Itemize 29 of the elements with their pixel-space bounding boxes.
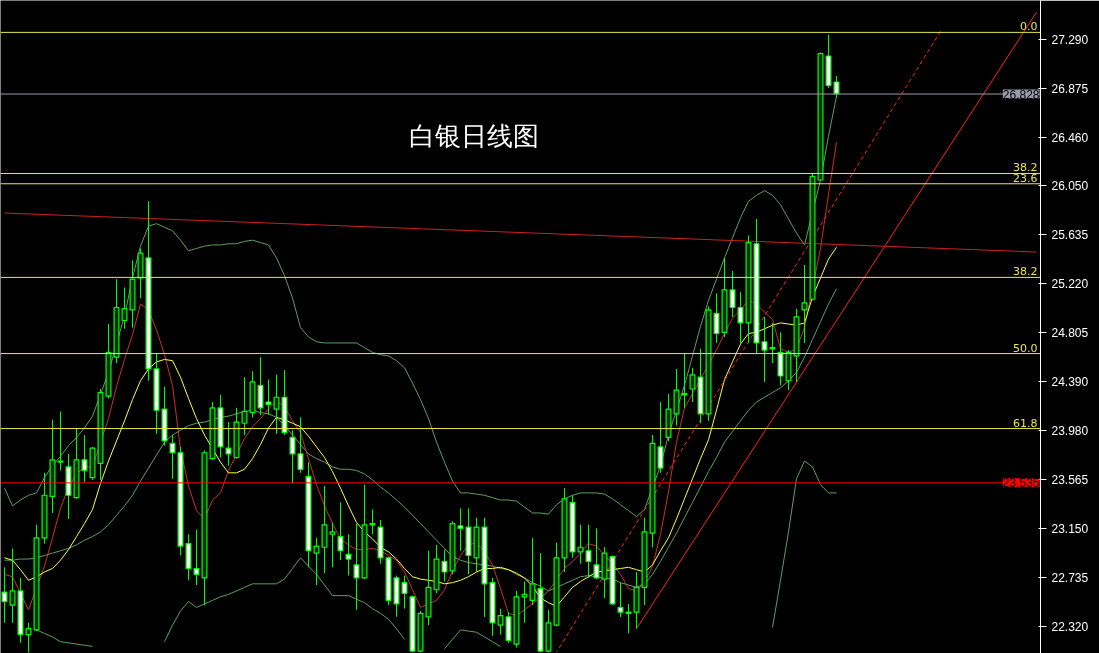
annotation: 0.0 [1020, 20, 1038, 34]
annotation: 50.0 [1013, 341, 1038, 355]
candlestick [625, 603, 632, 634]
y-tick-label: 22.735 [1051, 570, 1089, 585]
ref-line-label: 26.828 [1002, 87, 1040, 102]
candlestick [297, 416, 304, 474]
y-tick-label: 23.150 [1051, 521, 1089, 536]
candlestick [337, 501, 344, 561]
y-tick-label: 23.980 [1051, 423, 1089, 438]
candlestick [345, 533, 352, 577]
y-tick-label: 25.220 [1051, 277, 1089, 292]
y-tick-label: 25.635 [1051, 228, 1089, 243]
candlestick [289, 429, 296, 484]
y-tick-label: 27.290 [1051, 32, 1089, 47]
text: 白银日线图 [408, 120, 539, 151]
annotation: 38.2 [1013, 265, 1038, 279]
y-tick-label: 24.805 [1051, 326, 1089, 341]
candlestick [169, 434, 176, 480]
y-tick-label: 24.390 [1051, 375, 1089, 390]
y-tick-label: 26.875 [1051, 81, 1089, 96]
candlestick [801, 264, 808, 344]
annotation: 61.8 [1013, 416, 1038, 430]
ref-line-label: 23.535 [1002, 476, 1040, 491]
candlestick [617, 582, 624, 618]
y-tick-label: 26.050 [1051, 179, 1089, 194]
candlestick [369, 508, 376, 535]
y-tick-label: 23.565 [1051, 472, 1089, 487]
y-tick-label: 26.460 [1051, 130, 1089, 145]
y-tick-label: 22.320 [1051, 619, 1089, 634]
